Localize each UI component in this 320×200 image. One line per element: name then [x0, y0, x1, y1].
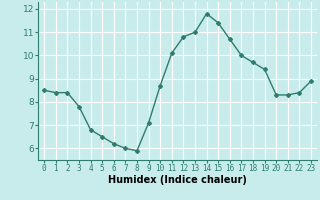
X-axis label: Humidex (Indice chaleur): Humidex (Indice chaleur) — [108, 175, 247, 185]
